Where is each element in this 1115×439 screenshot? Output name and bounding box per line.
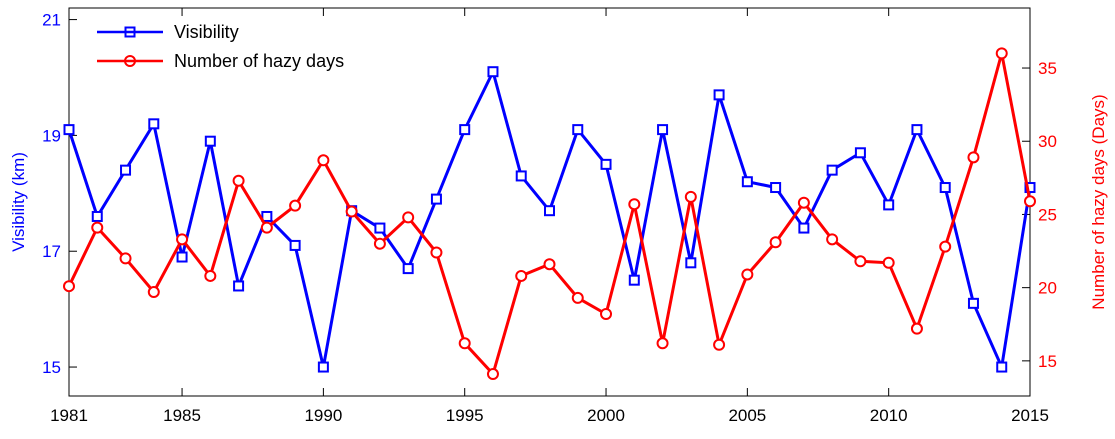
y-right-tick-label: 35 — [1038, 59, 1057, 78]
series-hazy-days — [63, 47, 1036, 381]
data-point — [713, 89, 725, 101]
data-point — [911, 124, 923, 136]
data-point — [770, 182, 782, 194]
data-point — [1024, 195, 1036, 208]
y-left-tick-label: 19 — [42, 126, 61, 145]
data-point — [826, 164, 838, 176]
data-point — [628, 274, 640, 286]
data-point — [147, 286, 160, 299]
series-line — [67, 67, 1032, 373]
series-visibility — [63, 66, 1036, 373]
data-point — [63, 280, 75, 293]
data-point — [543, 258, 556, 271]
data-point — [232, 174, 245, 187]
x-tick-label: 2010 — [870, 406, 908, 425]
data-point — [430, 193, 442, 205]
x-tick-label: 1985 — [163, 406, 201, 425]
data-point — [261, 210, 273, 222]
y-left-tick-label: 15 — [42, 358, 61, 377]
x-tick-label: 2015 — [1011, 406, 1049, 425]
data-point — [373, 237, 386, 250]
data-point — [684, 190, 697, 203]
data-point — [459, 124, 471, 136]
data-point — [826, 233, 839, 246]
data-point — [996, 361, 1008, 373]
data-point — [939, 182, 951, 194]
data-point — [797, 196, 810, 209]
data-point — [882, 256, 895, 269]
data-point — [204, 269, 217, 282]
data-point — [233, 280, 245, 292]
y-axis-left-label: Visibility (km) — [9, 152, 28, 252]
data-point — [544, 205, 555, 217]
data-point — [204, 135, 216, 147]
data-point — [656, 337, 669, 350]
x-tick-label: 2000 — [587, 406, 625, 425]
data-point — [176, 233, 189, 246]
legend: Visibility Number of hazy days — [97, 22, 344, 71]
data-point — [317, 154, 330, 167]
data-point — [289, 199, 302, 212]
data-point — [910, 322, 923, 335]
data-point — [345, 205, 358, 218]
legend-label-hazy-days: Number of hazy days — [174, 51, 344, 71]
data-point — [176, 251, 188, 263]
data-point — [854, 147, 866, 159]
x-tick-label: 1981 — [50, 406, 88, 425]
data-point — [995, 47, 1008, 60]
data-point — [289, 239, 301, 251]
data-point — [967, 297, 979, 309]
data-point — [486, 368, 499, 381]
data-point — [571, 291, 584, 304]
legend-label-visibility: Visibility — [174, 22, 239, 42]
data-point — [1024, 182, 1036, 194]
data-point — [120, 164, 132, 176]
y-left-tick-label: 21 — [42, 11, 61, 30]
data-point — [63, 124, 75, 136]
y-right-tick-label: 15 — [1038, 352, 1057, 371]
y-right-tick-label: 20 — [1038, 279, 1057, 298]
data-point — [91, 210, 103, 222]
data-point — [685, 257, 697, 269]
data-point — [91, 221, 104, 234]
data-point — [260, 221, 273, 234]
legend-circle-icon — [124, 55, 136, 67]
data-point — [939, 240, 952, 253]
data-point — [402, 263, 414, 275]
data-point — [741, 176, 753, 188]
data-point — [600, 308, 613, 321]
data-point — [374, 222, 386, 234]
x-tick-label: 1995 — [446, 406, 484, 425]
data-point — [883, 199, 895, 211]
y-axis-right-label: Number of hazy days (Days) — [1089, 94, 1108, 309]
x-tick-label: 2005 — [728, 406, 766, 425]
data-point — [458, 337, 471, 350]
x-tick-label: 1990 — [304, 406, 342, 425]
legend-square-icon — [124, 26, 136, 38]
data-point — [628, 198, 641, 211]
data-point — [967, 151, 980, 164]
data-point — [515, 269, 528, 282]
data-point — [402, 211, 415, 224]
data-point — [430, 246, 443, 259]
data-point — [119, 252, 132, 265]
data-point — [317, 361, 329, 373]
y-right-tick-label: 30 — [1038, 132, 1057, 151]
data-point — [487, 66, 499, 78]
y-right-tick-label: 25 — [1038, 205, 1057, 224]
data-point — [572, 124, 584, 136]
data-point — [600, 158, 612, 170]
data-point — [741, 268, 754, 281]
data-point — [657, 124, 669, 136]
data-point — [713, 338, 726, 351]
data-point — [148, 118, 160, 130]
y-left-tick-label: 17 — [42, 242, 61, 261]
data-point — [515, 170, 527, 182]
data-point — [769, 236, 782, 249]
data-point — [854, 255, 867, 268]
data-point — [798, 222, 810, 234]
